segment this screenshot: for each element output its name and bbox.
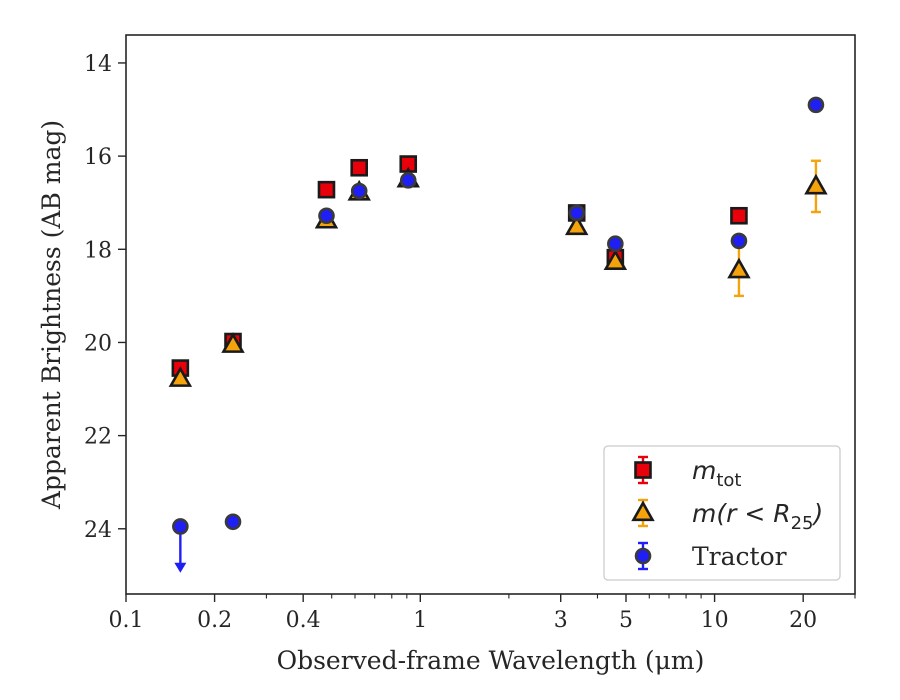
data-point (804, 173, 828, 195)
legend-box (603, 445, 841, 581)
legend-label: m(r < R25) (692, 499, 823, 534)
data-point (350, 182, 368, 200)
legend-marker (634, 461, 652, 479)
y-tick-label: 20 (84, 331, 112, 356)
x-tick-label: 0.2 (197, 608, 232, 633)
x-tick-label: 10 (701, 608, 729, 633)
axis-ticks: 0.1 0.2 0.4 1 3 5 10 20 14 16 18 20 22 24 (84, 52, 856, 633)
data-point (730, 206, 748, 225)
data-point (730, 232, 748, 250)
data-point (603, 249, 628, 271)
x-tick-label: 5 (619, 608, 633, 633)
legend-marker (631, 500, 655, 522)
legend: mtot m(r < R25) Tractor (603, 445, 841, 581)
legend-label: mtot (692, 456, 742, 491)
y-tick-label: 24 (84, 518, 112, 543)
y-axis-label: Apparent Brightness (AB mag) (37, 120, 66, 510)
data-point (318, 207, 335, 225)
data-point (568, 204, 586, 222)
data-point (399, 172, 417, 189)
legend-marker (634, 547, 652, 565)
data-point (168, 366, 193, 387)
data-point (807, 96, 825, 114)
data-point (564, 214, 589, 236)
legend-label: Tractor (692, 542, 787, 571)
series-circle (172, 96, 825, 573)
data-point (317, 180, 336, 199)
data-point (607, 235, 624, 252)
data-point (224, 513, 242, 531)
upper-limit-arrow (174, 562, 187, 573)
data-points (168, 96, 828, 573)
y-tick-label: 16 (84, 145, 112, 170)
x-axis-label: Observed-frame Wavelength (μm) (277, 646, 705, 675)
y-tick-label: 18 (84, 238, 112, 263)
x-tick-label: 0.1 (109, 608, 144, 633)
y-tick-label: 22 (84, 425, 112, 450)
data-point (350, 158, 368, 177)
data-point (172, 518, 189, 535)
x-tick-label: 0.4 (286, 608, 321, 633)
x-tick-label: 1 (413, 608, 427, 633)
y-tick-label: 14 (84, 52, 112, 77)
data-point (221, 332, 245, 353)
x-tick-label: 20 (789, 608, 817, 633)
x-tick-label: 3 (554, 608, 568, 633)
plot-frame (125, 34, 856, 595)
data-point (727, 257, 751, 279)
